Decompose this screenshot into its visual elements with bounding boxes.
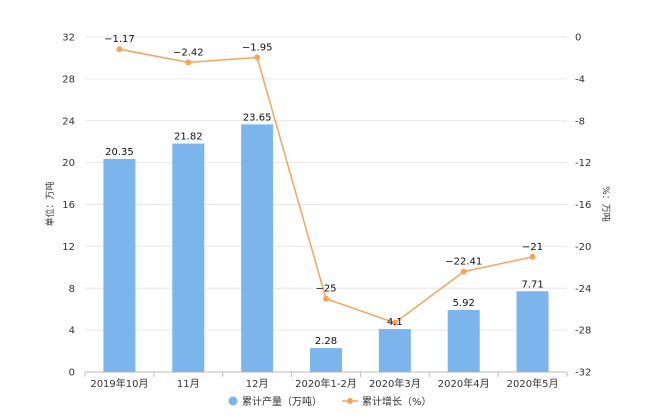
left-tick-label: 4 (69, 326, 75, 337)
bar-value-label: 21.82 (174, 132, 203, 143)
legend: 累计产量（万吨） 累计增长（%） (228, 395, 432, 408)
bar (447, 310, 480, 372)
line-point (323, 295, 329, 302)
right-tick-label: -4 (575, 74, 585, 85)
line-value-label: −2.42 (173, 47, 204, 58)
x-tick-label: 2020年5月 (507, 377, 559, 390)
line-value-label: −1.95 (242, 42, 273, 53)
right-tick-label: -24 (575, 284, 591, 295)
legend-line-dot (347, 398, 353, 404)
right-tick-label: -28 (575, 326, 591, 337)
bar-value-label: 5.92 (453, 298, 475, 309)
x-tick-label: 2020年3月 (369, 377, 421, 390)
bar (310, 348, 342, 372)
bar (378, 329, 411, 372)
right-tick-label: 0 (575, 33, 581, 44)
line-point (460, 268, 467, 275)
line-value-label: −25 (315, 284, 336, 295)
bar (241, 124, 274, 372)
left-tick-label: 8 (69, 284, 75, 295)
right-tick-label: -20 (575, 242, 591, 253)
left-tick-label: 28 (62, 74, 75, 85)
legend-bar-label: 累计产量（万吨） (242, 395, 322, 408)
line-point (391, 319, 398, 326)
x-tick-label: 2020年4月 (438, 377, 490, 390)
bar-value-label: 23.65 (243, 112, 272, 123)
right-axis-title: %：万吨 (600, 186, 612, 222)
right-tick-label: -12 (575, 158, 591, 169)
line-series (116, 46, 536, 326)
x-tick-label: 11月 (177, 378, 200, 390)
x-axis: 2019年10月 11月 12月 2020年1-2月 2020年3月 2020年4月 202… (84, 372, 568, 390)
line-point (529, 253, 536, 260)
left-tick-label: 32 (62, 33, 75, 44)
right-tick-label: -16 (575, 200, 591, 211)
left-tick-label: 16 (62, 200, 75, 211)
gridlines (85, 36, 567, 373)
x-tick-label: 12月 (246, 378, 269, 390)
left-axis: 单位：万吨 0 4 8 12 16 20 24 28 32 (44, 33, 75, 379)
x-tick-label: 2019年10月 (90, 377, 148, 390)
legend-bar-marker (228, 396, 238, 406)
right-tick-label: -32 (575, 368, 591, 379)
line-point (254, 54, 261, 61)
bar-value-label: 7.71 (521, 279, 543, 290)
left-tick-label: 20 (62, 158, 75, 169)
line-point (185, 59, 192, 66)
bar-value-label: 4.1 (387, 317, 403, 328)
left-tick-label: 0 (69, 368, 75, 379)
data-labels: 20.35 21.82 23.65 2.28 4.1 5.92 7.71 −1.17 −2.42… (104, 34, 544, 347)
right-tick-label: -8 (575, 116, 585, 127)
bar (516, 291, 549, 372)
right-axis: %：万吨 -32 -28 -24 -20 -16 -12 -8 -4 0 (575, 33, 612, 379)
left-tick-label: 24 (62, 116, 75, 127)
left-tick-label: 12 (62, 242, 75, 253)
bar (172, 143, 205, 372)
bar-series (103, 124, 549, 372)
line-value-label: −22.41 (445, 257, 482, 268)
line-value-label: −1.17 (104, 34, 135, 45)
legend-line-label: 累计增长（%） (362, 395, 432, 408)
line-point (116, 46, 123, 53)
bar-value-label: 2.28 (315, 336, 337, 347)
bar-value-label: 20.35 (105, 147, 134, 158)
x-tick-label: 2020年1-2月 (295, 377, 357, 390)
left-axis-title: 单位：万吨 (44, 181, 56, 226)
line-value-label: −21 (522, 242, 543, 253)
bar (103, 158, 136, 372)
